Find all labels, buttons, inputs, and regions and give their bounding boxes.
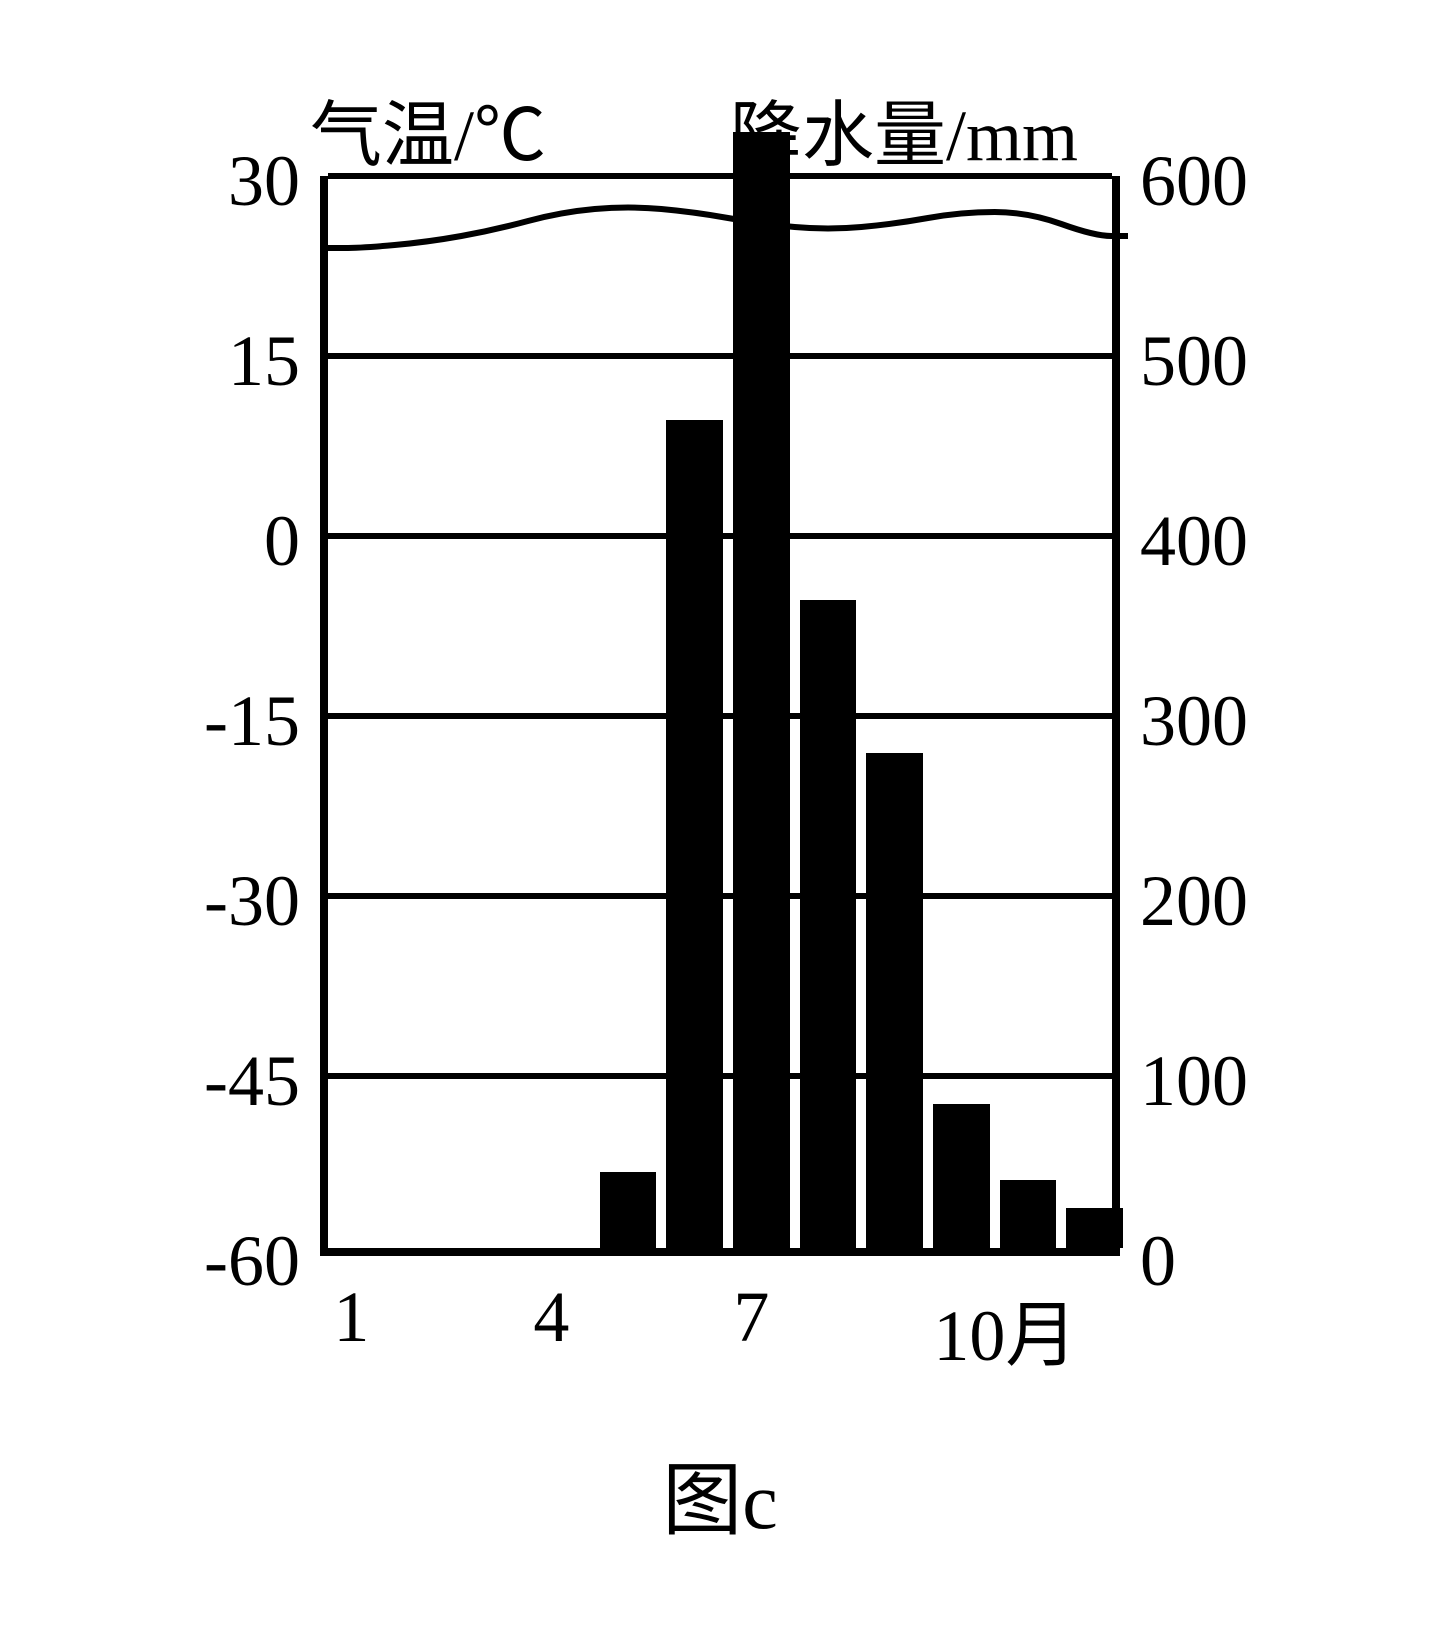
y-right-tick-label: 400 (1140, 500, 1248, 583)
gridline (328, 353, 1112, 359)
y-left-tick-label: -15 (170, 680, 300, 763)
x-tick-label: 10月 (933, 1276, 1077, 1381)
precipitation-bar (866, 753, 923, 1248)
precipitation-bar (800, 600, 857, 1248)
y-right-tick-label: 600 (1140, 140, 1248, 223)
y-left-tick-label: -60 (170, 1220, 300, 1303)
y-right-tick-label: 0 (1140, 1220, 1176, 1303)
precipitation-bar (1000, 1180, 1057, 1248)
y-left-tick-label: -30 (170, 860, 300, 943)
precipitation-bar (600, 1172, 657, 1248)
y-left-tick-label: 30 (170, 140, 300, 223)
precipitation-bar (1066, 1208, 1123, 1248)
y-left-tick-label: 0 (170, 500, 300, 583)
y-right-tick-label: 200 (1140, 860, 1248, 943)
plot-area (320, 176, 1120, 1256)
x-tick-label: 7 (733, 1276, 769, 1359)
y-right-tick-label: 300 (1140, 680, 1248, 763)
y-left-tick-label: 15 (170, 320, 300, 403)
y-right-tick-label: 500 (1140, 320, 1248, 403)
precipitation-bar (666, 420, 723, 1248)
y-left-tick-label: -45 (170, 1040, 300, 1123)
climograph-chart: 气温/℃ 降水量/mm 30150-15-30-45-60 6005004003… (170, 76, 1270, 1576)
x-tick-label: 4 (533, 1276, 569, 1359)
chart-caption: 图c (170, 1436, 1270, 1552)
gridline (328, 173, 1112, 179)
y-left-title: 气温/℃ (310, 76, 546, 181)
y-right-tick-label: 100 (1140, 1040, 1248, 1123)
x-tick-label: 1 (333, 1276, 369, 1359)
precipitation-bar (933, 1104, 990, 1248)
precipitation-bar (733, 132, 790, 1248)
